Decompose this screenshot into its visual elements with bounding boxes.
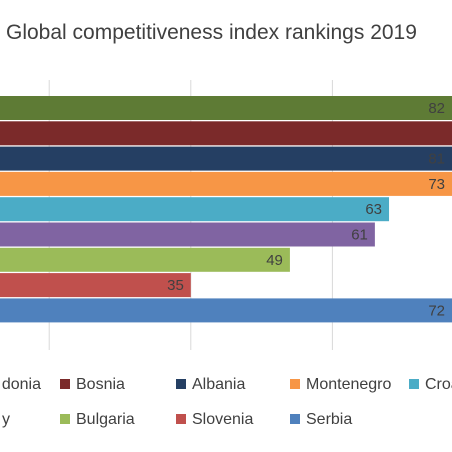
data-label-montenegro: 73: [428, 176, 445, 193]
data-labels: 82 81 73 63 61 49 35 72: [167, 100, 445, 319]
legend: donia Bosnia Albania Montenegro Croa y Bulgari…: [2, 376, 452, 428]
bar-turkey: [0, 222, 375, 247]
data-label-turkey: 61: [351, 227, 368, 244]
legend-swatch-serbia: [290, 414, 300, 424]
data-label-bulgaria: 49: [266, 252, 283, 269]
bar-croatia: [0, 197, 390, 222]
data-label-serbia: 72: [428, 302, 445, 319]
legend-label-turkey: y: [2, 411, 10, 428]
data-label-macedonia: 82: [428, 100, 445, 117]
legend-label-slovenia: Slovenia: [192, 411, 253, 428]
bar-macedonia: [0, 96, 452, 120]
legend-swatch-bosnia: [60, 379, 70, 389]
chart-title: Global competitiveness index rankings 20…: [6, 21, 417, 44]
bar-bosnia: [0, 121, 452, 146]
data-label-croatia: 63: [365, 201, 382, 218]
legend-swatch-albania: [176, 379, 186, 389]
legend-label-macedonia: donia: [2, 376, 41, 393]
legend-swatch-slovenia: [176, 414, 186, 424]
data-label-slovenia: 35: [167, 277, 184, 294]
bar-montenegro: [0, 171, 452, 196]
bar-bulgaria: [0, 247, 290, 272]
legend-label-albania: Albania: [192, 376, 245, 393]
legend-label-serbia: Serbia: [306, 411, 352, 428]
bar-slovenia: [0, 273, 191, 298]
bars: [0, 96, 452, 323]
legend-swatch-montenegro: [290, 379, 300, 389]
data-label-albania: 81: [428, 151, 445, 168]
legend-swatch-bulgaria: [60, 414, 70, 424]
bar-albania: [0, 146, 452, 171]
legend-label-montenegro: Montenegro: [306, 376, 391, 393]
bar-serbia: [0, 298, 452, 323]
legend-label-croatia: Croa: [425, 376, 452, 393]
legend-swatch-croatia: [409, 379, 419, 389]
legend-label-bosnia: Bosnia: [76, 376, 125, 393]
legend-label-bulgaria: Bulgaria: [76, 411, 135, 428]
